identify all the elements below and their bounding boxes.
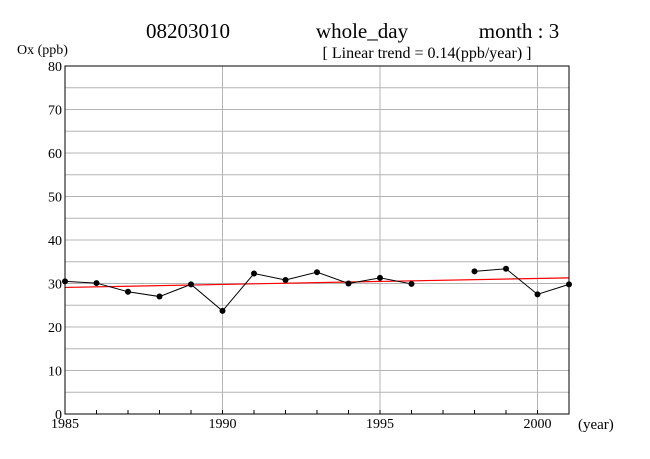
data-point — [251, 270, 257, 277]
series-line — [474, 268, 570, 295]
month-label: month : 3 — [479, 19, 560, 43]
data-point — [377, 274, 383, 281]
x-tick-label: 1990 — [209, 417, 237, 432]
data-point — [125, 288, 131, 295]
station-code: 08203010 — [146, 19, 230, 43]
y-tick-label: 10 — [48, 365, 62, 380]
y-tick-label: 20 — [48, 321, 62, 336]
grid-lines — [65, 66, 569, 414]
data-series-layer — [62, 265, 572, 314]
y-tick-label: 70 — [48, 104, 62, 119]
trend-label: [ Linear trend = 0.14(ppb/year) ] — [323, 45, 532, 62]
y-tick-label: 30 — [48, 278, 62, 293]
data-point — [503, 265, 509, 272]
data-point — [219, 307, 226, 314]
data-point — [188, 281, 194, 288]
y-tick-label: 50 — [48, 191, 62, 206]
data-point — [93, 280, 100, 287]
plot-frame — [64, 65, 570, 415]
y-axis-label: Ox (ppb) — [17, 43, 68, 58]
x-tick-label: 2000 — [524, 417, 552, 432]
x-axis-label: (year) — [578, 417, 614, 433]
tick-labels: 0 10 20 30 40 50 60 70 80 1985 1990 1995 2000 — [48, 60, 552, 432]
data-point — [534, 291, 541, 298]
data-point — [156, 293, 163, 300]
period-label: whole_day — [316, 19, 409, 43]
series-line — [64, 271, 412, 312]
y-tick-label: 40 — [48, 234, 62, 249]
trend-line — [64, 277, 570, 289]
y-tick-label: 60 — [48, 147, 62, 162]
trend-line-layer — [64, 277, 570, 289]
x-tick-label: 1985 — [51, 417, 79, 432]
y-tick-label: 80 — [48, 60, 62, 75]
data-point — [471, 268, 478, 275]
data-point — [314, 269, 320, 276]
data-point — [345, 280, 352, 287]
data-point — [282, 277, 289, 284]
y-tick-label: 0 — [55, 408, 62, 423]
x-tick-label: 1995 — [366, 417, 394, 432]
data-point — [408, 280, 415, 287]
